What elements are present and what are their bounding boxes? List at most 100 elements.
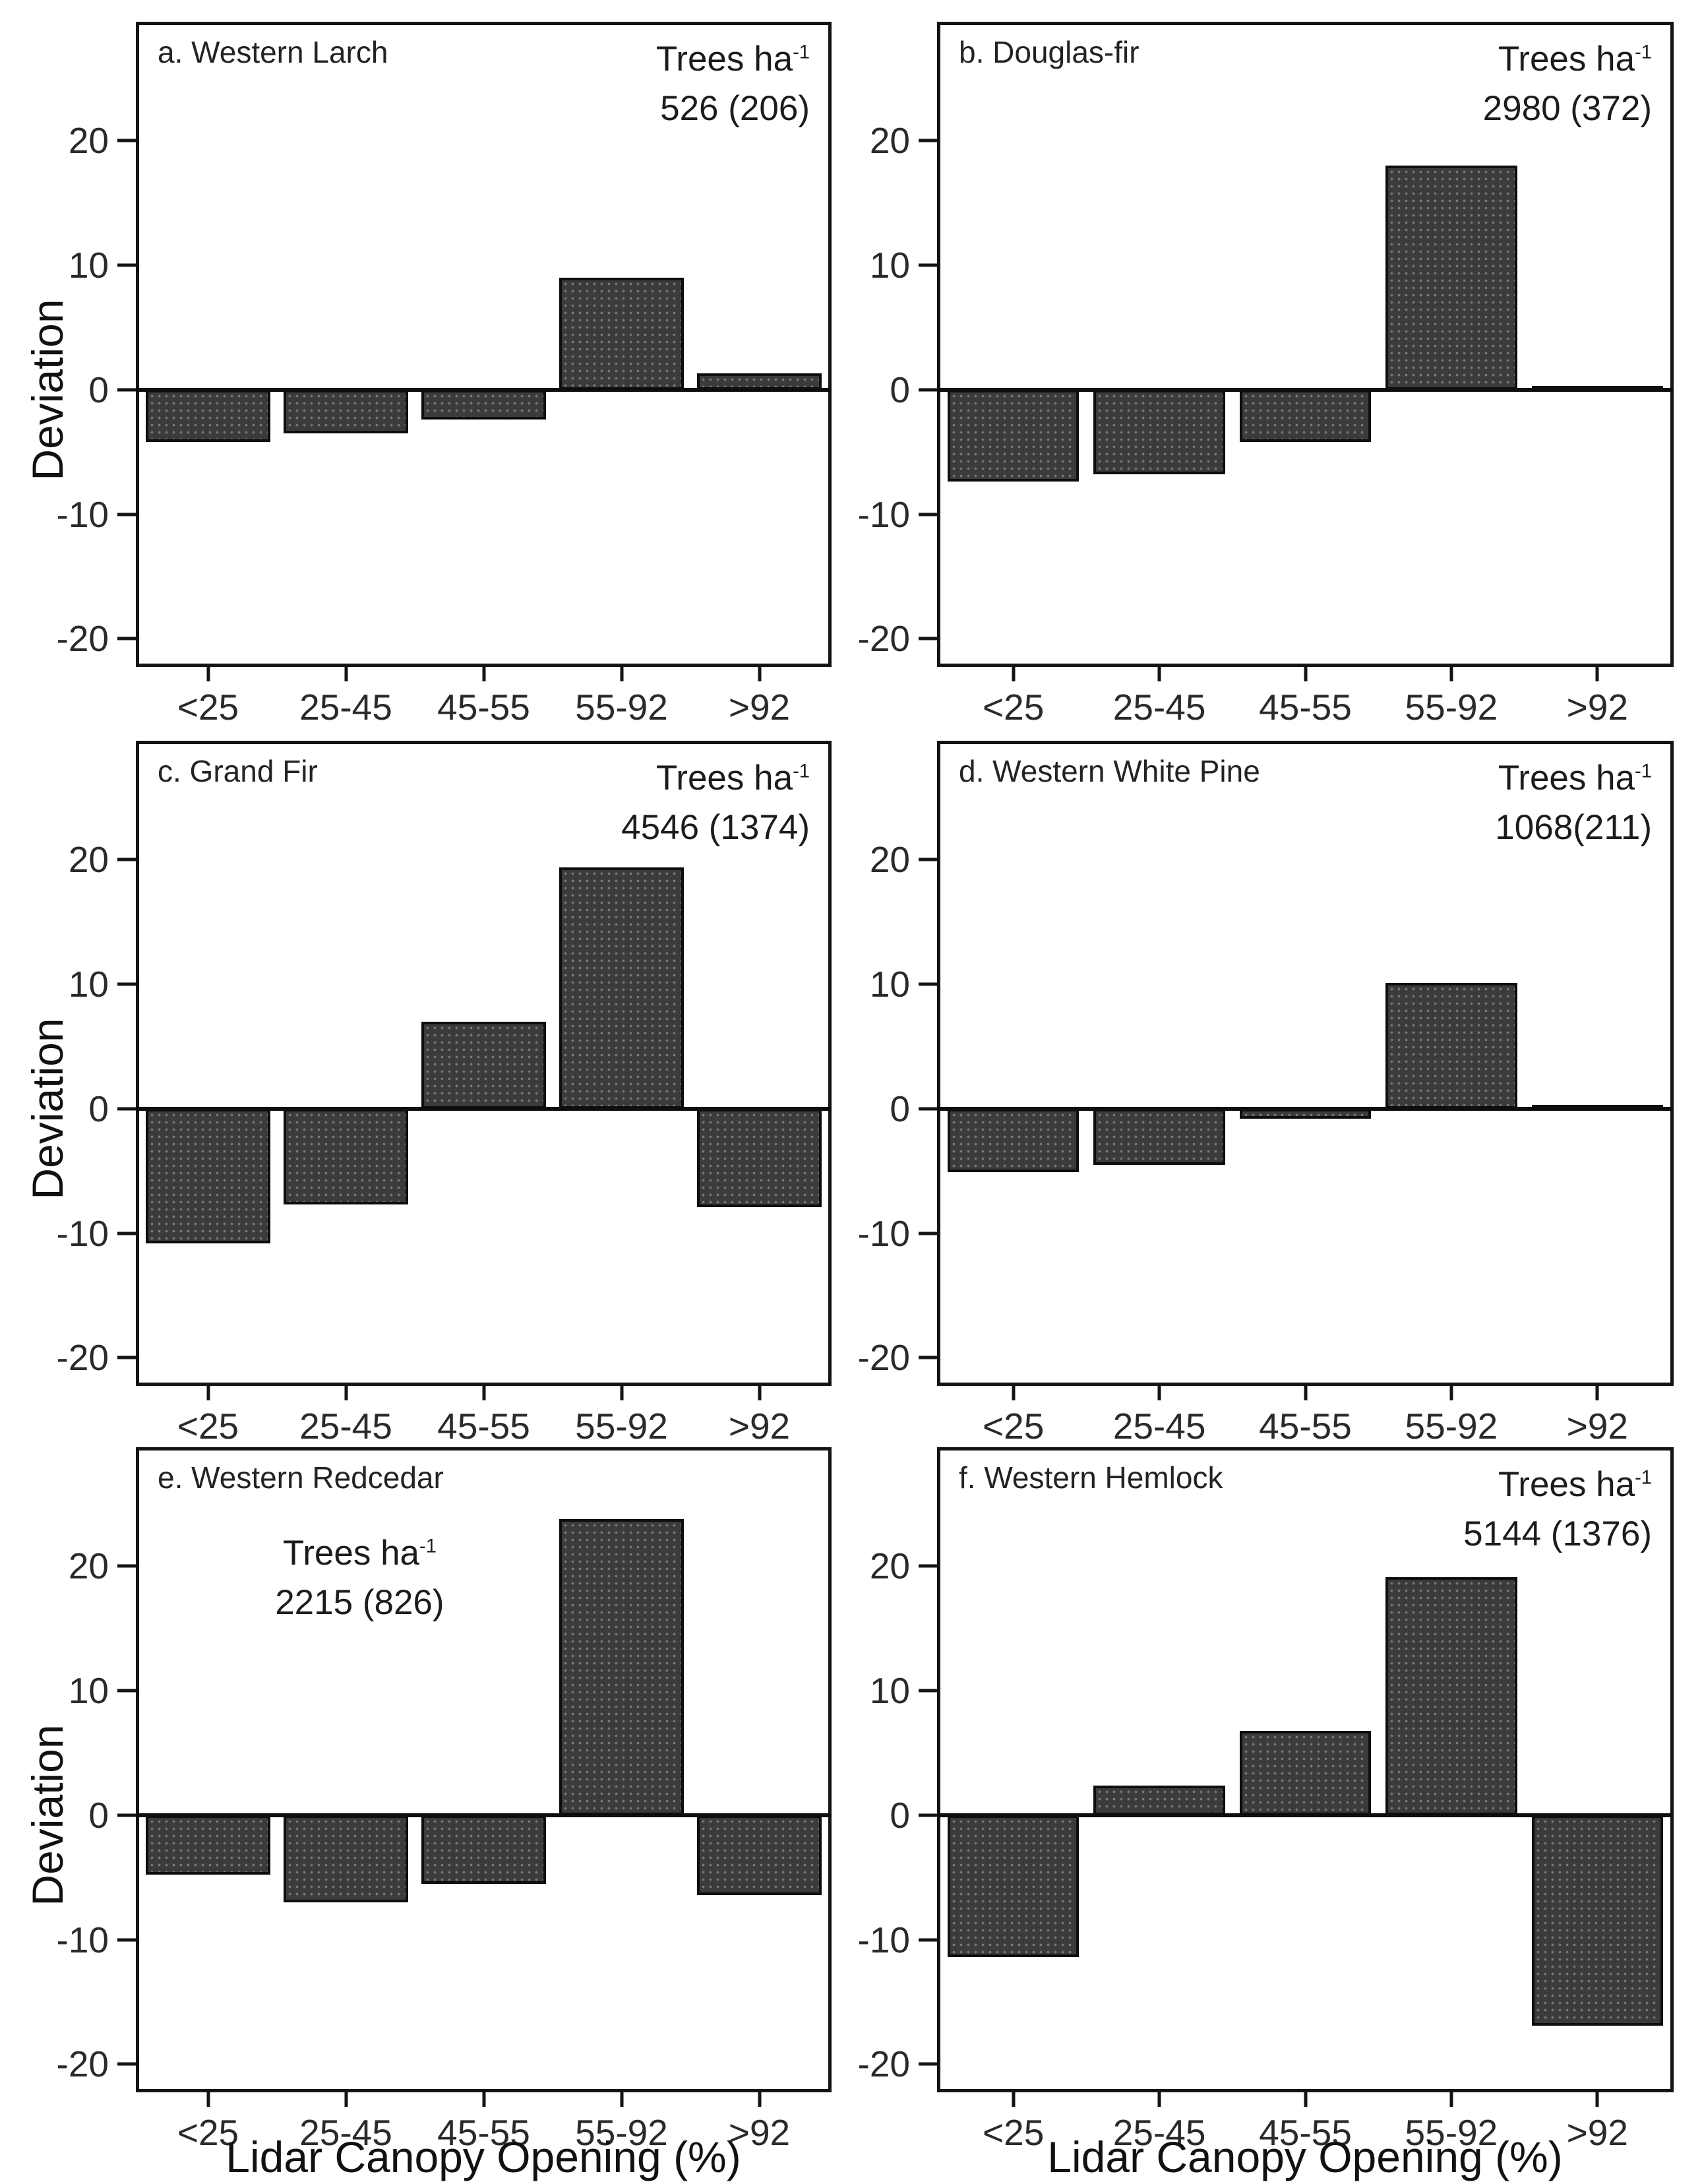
panel-e-annotation: Trees ha-1 2215 (826) (201, 1528, 518, 1628)
bar-a-55-92 (559, 278, 684, 390)
y-tick-label: 0 (88, 369, 109, 410)
x-tick-label: 55-92 (1405, 1406, 1498, 1447)
trees-ha-unit: Trees ha-1 (655, 759, 810, 797)
y-tick-label: 0 (890, 1088, 910, 1129)
y-axis-title: Deviation (23, 299, 72, 482)
bar-b-45-55 (1239, 389, 1372, 443)
y-tick-mark (919, 982, 937, 986)
panel-f-title: f. Western Hemlock (959, 1460, 1223, 1495)
trees-ha-value: 1068(211) (1495, 808, 1652, 848)
y-axis-title: Deviation (23, 1018, 72, 1201)
y-tick-label: 0 (890, 369, 910, 410)
x-tick-mark (206, 667, 210, 681)
x-tick-mark (620, 2092, 623, 2107)
bar-a-45-55 (421, 389, 546, 420)
bar-b-<25 (948, 389, 1079, 482)
x-tick-mark (1449, 667, 1453, 681)
x-tick-label: 45-55 (437, 687, 530, 728)
x-tick-label: >92 (728, 1406, 791, 1447)
bar-e-55-92 (559, 1518, 684, 1815)
x-tick-label: 45-55 (1259, 2112, 1352, 2153)
y-tick-label: 10 (869, 964, 910, 1005)
x-tick-label: 25-45 (299, 2112, 392, 2153)
x-tick-label: 45-55 (437, 1406, 530, 1447)
x-tick-label: 55-92 (575, 2112, 668, 2153)
zero-line (937, 1813, 1674, 1817)
x-tick-mark (1157, 667, 1161, 681)
trees-ha-value: 2980 (372) (1482, 89, 1652, 129)
y-tick-label: 20 (68, 1545, 109, 1587)
bar-f-<25 (948, 1815, 1079, 1957)
x-tick-label: <25 (177, 687, 239, 728)
y-tick-mark (919, 1689, 937, 1693)
zero-line (136, 1106, 832, 1111)
panel-c-plot: c. Grand Fir Trees ha-1 4546 (1374) 20 10… (57, 741, 832, 1447)
y-tick-mark (117, 1938, 136, 1942)
x-tick-label: 25-45 (1112, 687, 1206, 728)
y-tick-label: -20 (857, 618, 911, 660)
panel-f: f. Western Hemlock Trees ha-1 5144 (1376… (858, 1447, 1674, 2153)
x-tick-label: >92 (1566, 1406, 1628, 1447)
panel-c-title: c. Grand Fir (158, 754, 318, 788)
x-tick-label: <25 (983, 1406, 1045, 1447)
trees-ha-unit: Trees ha-1 (1498, 759, 1652, 797)
x-tick-mark (758, 2092, 761, 2107)
y-tick-label: 10 (869, 245, 910, 286)
y-tick-mark (919, 2062, 937, 2066)
y-tick-mark (919, 858, 937, 861)
y-tick-label: 10 (869, 1670, 910, 1712)
x-tick-label: 45-55 (437, 2112, 530, 2153)
x-tick-mark (206, 1386, 210, 1400)
x-tick-label: <25 (177, 1406, 239, 1447)
y-axis-title: Deviation (23, 1724, 72, 1907)
y-tick-mark (919, 637, 937, 640)
trees-ha-unit: Trees ha-1 (1498, 1465, 1652, 1504)
y-tick-label: 0 (890, 1794, 910, 1836)
y-tick-label: -10 (857, 1212, 911, 1254)
x-tick-mark (482, 667, 485, 681)
x-tick-mark (1012, 667, 1016, 681)
x-tick-label: 25-45 (1112, 1406, 1206, 1447)
bar-f-25-45 (1093, 1785, 1225, 1815)
y-tick-mark (117, 513, 136, 516)
x-tick-label: <25 (177, 2112, 239, 2153)
zero-line (136, 387, 832, 392)
zero-line (937, 1106, 1674, 1111)
zero-line (136, 1813, 832, 1817)
panel-e-title: e. Western Redcedar (158, 1460, 444, 1495)
bar-c-25-45 (284, 1108, 408, 1205)
y-tick-mark (919, 1564, 937, 1568)
trees-ha-value: 526 (206) (660, 89, 810, 129)
panel-a-title: a. Western Larch (158, 35, 388, 69)
y-tick-mark (117, 1689, 136, 1693)
trees-ha-value: 4546 (1374) (621, 808, 810, 848)
x-tick-label: 45-55 (1259, 687, 1352, 728)
trees-ha-value: 2215 (826) (275, 1583, 444, 1623)
bar-b-55-92 (1385, 166, 1517, 390)
zero-line (937, 387, 1674, 392)
panel-d-plot: d. Western White Pine Trees ha-1 1068(21… (858, 741, 1674, 1447)
y-tick-mark (117, 2062, 136, 2066)
y-tick-label: -20 (857, 1337, 911, 1379)
bar-c-45-55 (421, 1021, 546, 1109)
bar-f->92 (1531, 1815, 1663, 2026)
x-tick-mark (758, 1386, 761, 1400)
x-tick-mark (1304, 2092, 1307, 2107)
panel-c-annotation: Trees ha-1 4546 (1374) (621, 753, 810, 853)
y-tick-mark (117, 139, 136, 142)
y-tick-mark (117, 388, 136, 392)
panel-d: d. Western White Pine Trees ha-1 1068(21… (858, 741, 1674, 1447)
x-tick-label: >92 (1566, 687, 1628, 728)
x-tick-mark (620, 1386, 623, 1400)
x-tick-label: 45-55 (1259, 1406, 1352, 1447)
panel-c: Deviation c. Grand Fir Trees ha-1 4546 (… (23, 741, 832, 1447)
y-tick-mark (919, 1232, 937, 1235)
bar-a-25-45 (284, 389, 408, 433)
y-tick-label: 20 (68, 120, 109, 162)
y-tick-label: -10 (56, 493, 109, 535)
x-tick-mark (1304, 1386, 1307, 1400)
y-tick-label: 10 (68, 964, 109, 1005)
panel-f-plot: f. Western Hemlock Trees ha-1 5144 (1376… (858, 1447, 1674, 2153)
x-tick-mark (620, 667, 623, 681)
